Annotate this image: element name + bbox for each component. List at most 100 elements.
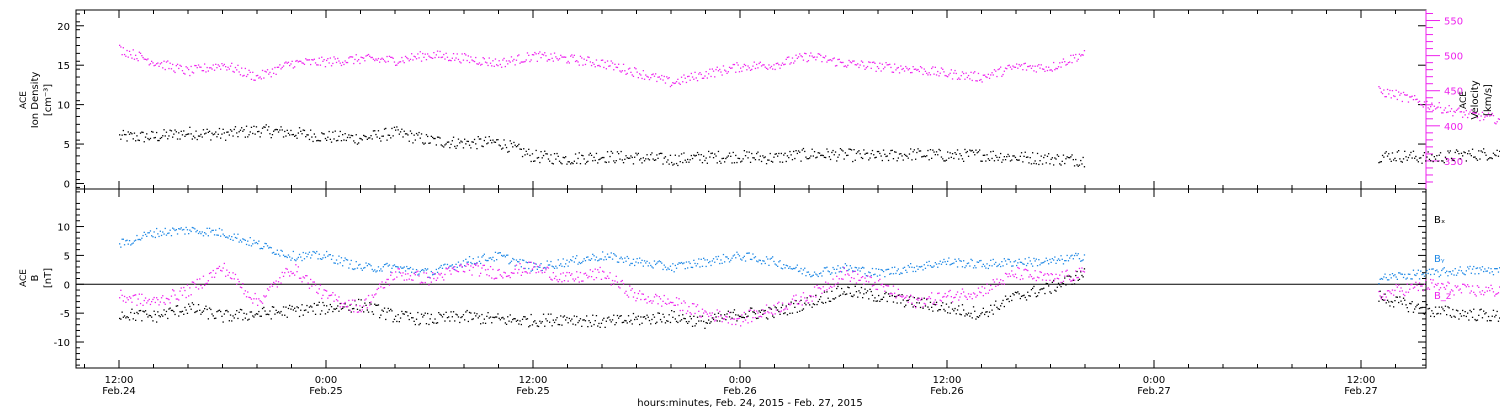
data-point [817,152,819,154]
data-point [1077,279,1079,281]
data-point [388,264,391,266]
data-point [558,324,561,326]
data-point [961,304,964,306]
data-point [434,56,436,59]
data-point [547,264,550,266]
data-point [377,304,380,306]
data-point [148,64,150,66]
data-point [211,229,213,232]
data-point [544,325,546,327]
data-point [282,306,285,308]
data-point [1428,158,1431,160]
data-point [353,140,355,142]
data-point [1448,307,1450,309]
data-point [263,246,265,248]
data-point [615,160,617,162]
data-point [886,268,888,271]
data-point [917,268,919,270]
data-point [929,265,932,267]
data-point [853,149,855,151]
data-point [793,150,795,153]
data-point [680,319,683,321]
data-point [945,303,948,305]
data-point [1019,297,1021,300]
data-point [1473,112,1475,114]
data-point [380,268,382,270]
data-point [653,159,656,161]
data-point [570,55,572,57]
data-point [828,156,830,158]
data-point [589,152,591,154]
data-point [207,235,209,237]
data-point [1022,161,1024,163]
data-point [303,258,306,260]
data-point [308,306,311,308]
data-point [332,62,334,65]
data-point [682,161,684,164]
data-point [971,259,973,262]
data-point [220,310,222,313]
data-point [997,159,999,161]
data-point [406,133,408,135]
data-point [834,272,837,274]
data-point [815,273,817,275]
data-point [584,320,587,322]
data-point [120,246,122,248]
data-point [222,128,224,130]
data-point [641,162,643,164]
data-point [1048,153,1050,155]
data-point [742,316,744,318]
data-point [732,63,734,66]
data-point [621,321,623,324]
data-point [279,129,281,131]
data-point [690,72,692,75]
data-point [133,312,136,314]
data-point [449,147,451,149]
data-point [1045,282,1047,285]
data-point [581,57,583,59]
data-point [220,68,222,70]
data-point [153,65,155,67]
data-point [433,322,435,324]
data-point [589,61,591,63]
data-point [470,56,472,58]
data-point [507,254,509,256]
data-point [864,68,866,70]
data-point [475,263,477,265]
data-point [1075,53,1077,56]
data-point [215,229,217,231]
data-point [796,264,798,266]
data-point [985,76,987,78]
data-point [195,65,197,67]
data-point [462,59,465,61]
velocity-tick-label: 350 [1444,157,1463,168]
data-point [541,53,543,55]
data-point [747,65,749,67]
data-point [1008,64,1010,66]
data-point [346,136,349,139]
data-point [1402,158,1405,160]
data-point [609,256,611,258]
data-point [1029,260,1031,262]
data-point [189,229,191,231]
data-point [927,264,929,267]
data-point [634,156,636,158]
data-point [765,256,768,258]
data-point [1422,106,1424,108]
data-point [779,260,781,262]
data-point [882,149,885,151]
data-point [780,306,782,309]
density-ylabel-line: ACE [19,91,29,109]
data-point [195,130,197,132]
data-point [1439,152,1442,154]
data-point [264,310,266,312]
data-point [602,59,604,61]
data-point [614,162,616,164]
data-point [1416,272,1418,275]
data-point [528,267,530,270]
data-point [275,73,277,75]
data-point [366,54,368,56]
data-point [544,150,546,152]
data-point [956,149,959,151]
data-point [821,154,823,156]
